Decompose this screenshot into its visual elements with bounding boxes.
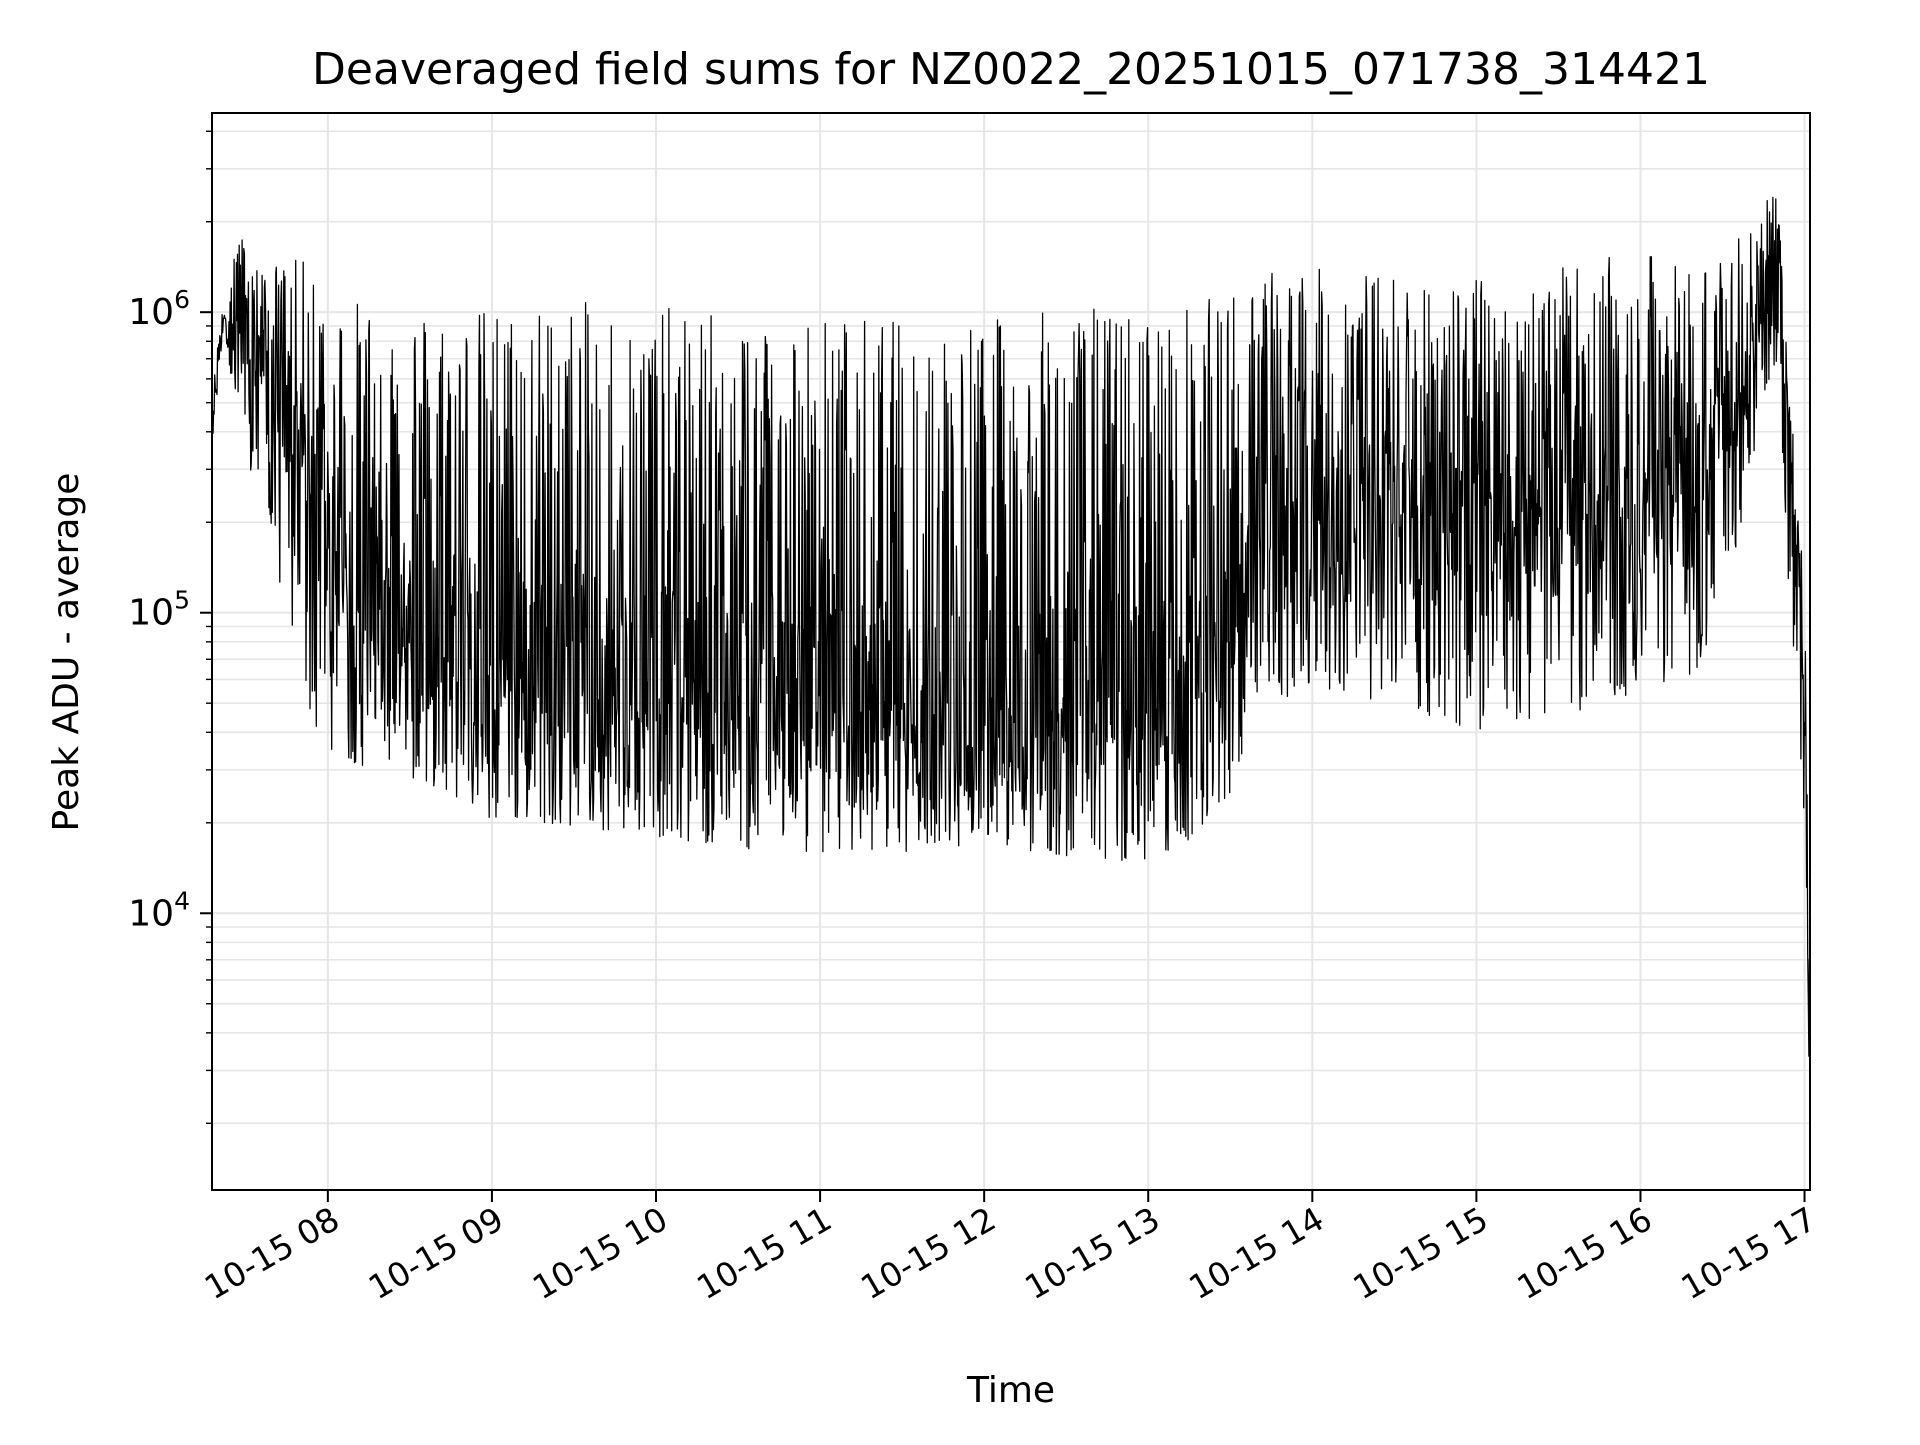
y-axis-label: Peak ADU - average — [46, 473, 87, 832]
series-line — [212, 196, 1811, 1085]
x-axis-label: Time — [966, 1370, 1055, 1411]
y-tick-label: 106 — [128, 285, 190, 333]
chart-title: Deaveraged field sums for NZ0022_2025101… — [312, 44, 1710, 95]
y-tick-label: 105 — [128, 586, 190, 634]
y-tick-label: 104 — [128, 886, 190, 934]
plot-frame — [211, 112, 1811, 1191]
series-path — [212, 196, 1811, 1085]
